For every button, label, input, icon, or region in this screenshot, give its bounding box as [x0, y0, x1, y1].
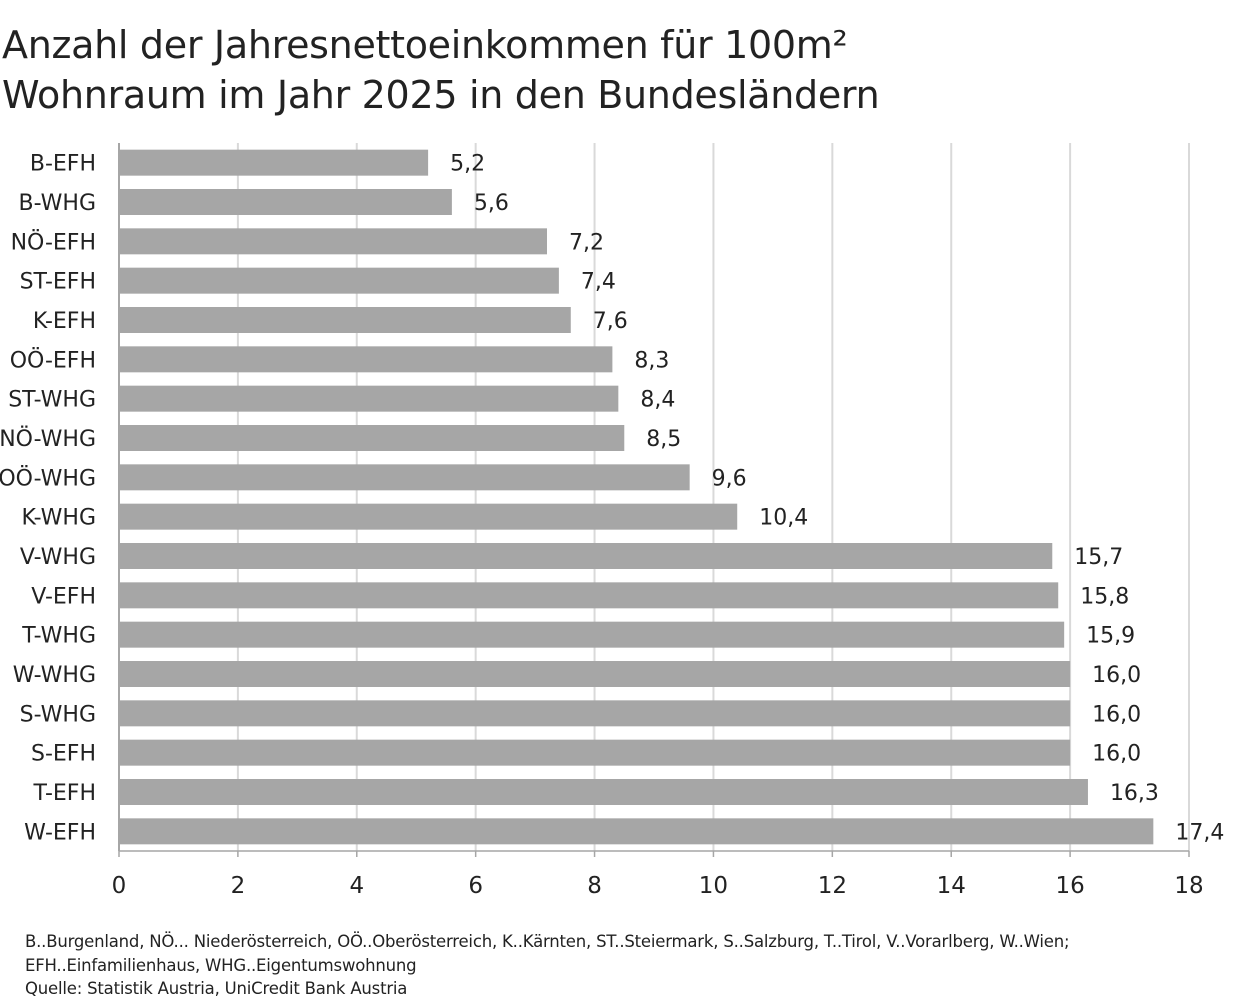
- chart-title-line-1: Anzahl der Jahresnettoeinkommen für 100m…: [2, 23, 848, 67]
- footnote-types: EFH..Einfamilienhaus, WHG..Eigentumswohn…: [25, 955, 417, 975]
- bar: [120, 582, 1059, 609]
- data-label: 7,2: [569, 230, 604, 255]
- data-label: 16,0: [1092, 663, 1141, 688]
- x-tick-label: 16: [1055, 873, 1084, 899]
- bar: [120, 739, 1071, 766]
- x-tick-label: 2: [231, 873, 246, 899]
- data-label: 15,7: [1074, 545, 1123, 570]
- x-tick-label: 6: [468, 873, 483, 899]
- category-label: OÖ-WHG: [0, 465, 96, 491]
- x-tick-label: 18: [1174, 873, 1203, 899]
- x-tick-label: 4: [349, 873, 364, 899]
- data-label: 10,4: [759, 506, 808, 531]
- bar: [120, 228, 547, 255]
- bar: [120, 346, 613, 373]
- bar: [120, 661, 1071, 687]
- category-label: S-WHG: [20, 702, 96, 727]
- data-label: 15,9: [1086, 624, 1135, 649]
- category-label: ST-WHG: [8, 388, 96, 413]
- data-label: 9,6: [712, 466, 747, 491]
- bar: [120, 149, 429, 176]
- category-label: T-WHG: [21, 624, 96, 649]
- footnote: B..Burgenland, NÖ... Niederösterreich, O…: [25, 930, 1070, 1001]
- category-label: T-EFH: [33, 781, 96, 806]
- x-tick-label: 0: [112, 873, 127, 899]
- bar: [120, 621, 1065, 648]
- data-label: 7,6: [593, 309, 628, 334]
- bar: [120, 385, 619, 412]
- category-label: B-WHG: [19, 191, 96, 216]
- chart-title-line-2: Wohnraum im Jahr 2025 in den Bundeslände…: [2, 73, 880, 117]
- data-label: 7,4: [581, 270, 616, 295]
- footnote-source: Quelle: Statistik Austria, UniCredit Ban…: [25, 979, 408, 998]
- bar: [120, 779, 1088, 805]
- category-label: K-WHG: [21, 506, 96, 531]
- bar: [120, 307, 571, 333]
- data-label: 17,4: [1175, 820, 1224, 845]
- data-label: 5,2: [450, 152, 485, 177]
- category-label: W-EFH: [24, 820, 96, 845]
- bar: [120, 543, 1053, 569]
- x-tick-label: 12: [818, 873, 847, 899]
- category-label: ST-EFH: [20, 270, 96, 295]
- category-label: B-EFH: [30, 152, 96, 177]
- data-label: 15,8: [1080, 584, 1129, 609]
- data-label: 8,4: [640, 388, 675, 413]
- bar: [120, 503, 738, 530]
- data-label: 16,0: [1092, 702, 1141, 727]
- footnote-abbreviations: B..Burgenland, NÖ... Niederösterreich, O…: [25, 932, 1070, 951]
- data-label: 16,3: [1110, 781, 1159, 806]
- bar-chart: 0 2 4 6 8 10 12 14 16 18 B-EFH 5,2 B-WHG 5,6 NÖ-EFH 7,2…: [0, 143, 1224, 899]
- category-label: NÖ-EFH: [11, 229, 96, 255]
- x-tick-label: 8: [587, 873, 602, 899]
- category-label: V-WHG: [20, 545, 96, 570]
- data-label: 5,6: [474, 191, 509, 216]
- category-label: V-EFH: [31, 584, 96, 609]
- category-label: W-WHG: [13, 663, 96, 688]
- axes: [118, 143, 1190, 857]
- x-tick-label: 14: [937, 873, 966, 899]
- data-label: 16,0: [1092, 742, 1141, 767]
- bar: [120, 425, 625, 451]
- category-label: NÖ-WHG: [0, 426, 96, 452]
- x-tick-label: 10: [699, 873, 728, 899]
- bar: [120, 700, 1071, 727]
- bar: [120, 464, 690, 491]
- bar: [120, 818, 1154, 845]
- bars: [120, 149, 1154, 845]
- labels: 0 2 4 6 8 10 12 14 16 18 B-EFH 5,2 B-WHG 5,6 NÖ-EFH 7,2…: [0, 152, 1224, 899]
- data-label: 8,5: [646, 427, 681, 452]
- chart-title: Anzahl der Jahresnettoeinkommen für 100m…: [2, 20, 880, 120]
- category-label: K-EFH: [33, 309, 96, 334]
- bar: [120, 267, 559, 294]
- gridlines: [236, 143, 1190, 851]
- category-label: OÖ-EFH: [10, 347, 96, 373]
- data-label: 8,3: [634, 348, 669, 373]
- bar: [120, 189, 452, 215]
- category-label: S-EFH: [31, 742, 96, 767]
